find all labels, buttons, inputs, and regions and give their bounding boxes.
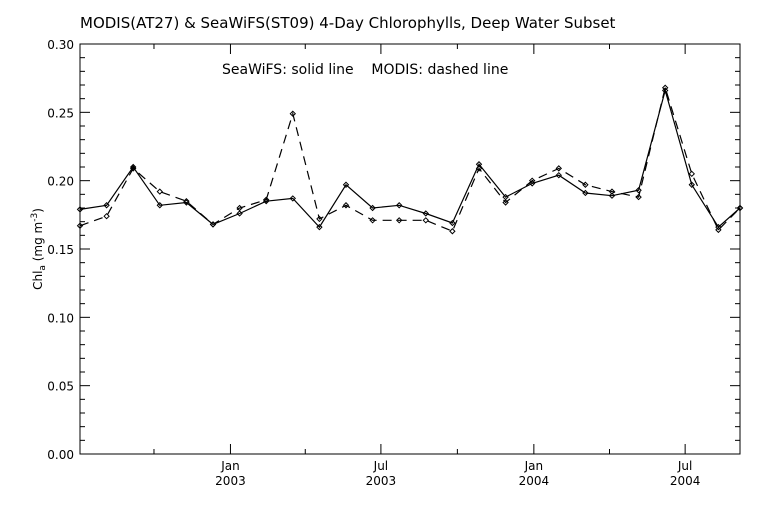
line-style-note: SeaWiFS: solid line MODIS: dashed line xyxy=(222,62,508,78)
data-point-seawifs xyxy=(289,195,297,202)
data-point-modis xyxy=(395,217,403,224)
x-tick-label-year: 2004 xyxy=(519,474,550,488)
data-point-modis xyxy=(262,196,270,204)
y-tick-label: 0.15 xyxy=(47,243,74,257)
data-point-seawifs xyxy=(342,181,350,188)
data-point-modis xyxy=(736,204,744,212)
data-point-seawifs xyxy=(76,206,84,213)
data-point-modis xyxy=(449,228,456,235)
data-point-seawifs xyxy=(395,202,403,209)
data-point-seawifs xyxy=(475,161,483,168)
axes-layer: 0.000.050.100.150.200.250.30Jan2003Jul20… xyxy=(47,38,740,488)
data-point-seawifs xyxy=(369,204,376,212)
y-tick-label: 0.10 xyxy=(47,311,74,325)
x-tick-label-year: 2004 xyxy=(670,474,701,488)
data-point-modis xyxy=(236,204,243,212)
data-point-modis xyxy=(715,226,722,234)
data-point-seawifs xyxy=(316,223,323,231)
data-point-modis xyxy=(342,202,350,209)
x-tick-label-month: Jul xyxy=(373,459,388,473)
data-point-seawifs xyxy=(661,87,669,94)
plot-frame xyxy=(79,43,741,455)
data-point-modis xyxy=(289,110,297,117)
y-axis-label: Chla (mg m-3) xyxy=(30,208,48,290)
x-tick-label-year: 2003 xyxy=(215,474,246,488)
data-point-seawifs xyxy=(422,210,430,217)
data-point-modis xyxy=(156,188,164,195)
series-line-seawifs xyxy=(79,88,741,229)
data-point-seawifs xyxy=(555,171,562,179)
series-layer xyxy=(76,84,744,235)
data-point-modis xyxy=(316,215,323,223)
data-point-modis xyxy=(528,177,536,184)
data-point-modis xyxy=(422,217,430,224)
x-tick-label-year: 2003 xyxy=(366,474,397,488)
data-point-seawifs xyxy=(688,181,695,188)
data-point-seawifs xyxy=(608,192,616,199)
data-point-modis xyxy=(688,170,695,178)
y-tick-label: 0.00 xyxy=(47,448,74,462)
data-point-modis xyxy=(555,165,562,172)
chart-title: MODIS(AT27) & SeaWiFS(ST09) 4-Day Chloro… xyxy=(80,14,616,32)
y-tick-label: 0.20 xyxy=(47,175,74,189)
data-point-seawifs xyxy=(582,189,589,197)
data-point-seawifs xyxy=(103,202,110,209)
x-tick-label-month: Jan xyxy=(220,459,240,473)
data-point-modis xyxy=(502,199,509,206)
data-point-seawifs xyxy=(449,219,456,227)
data-point-modis xyxy=(369,217,376,224)
y-tick-label: 0.05 xyxy=(47,380,74,394)
data-point-seawifs xyxy=(156,202,164,209)
x-tick-label-month: Jul xyxy=(677,459,692,473)
y-tick-label: 0.25 xyxy=(47,106,74,120)
x-tick-label-month: Jan xyxy=(524,459,544,473)
data-point-modis xyxy=(475,165,483,172)
data-point-modis xyxy=(608,188,616,195)
data-point-seawifs xyxy=(236,210,243,217)
data-point-modis xyxy=(582,181,589,188)
data-point-modis xyxy=(209,221,217,228)
data-point-modis xyxy=(103,212,110,220)
data-point-modis xyxy=(183,197,190,205)
series-line-modis xyxy=(79,85,741,232)
data-point-seawifs xyxy=(635,187,642,194)
y-tick-label: 0.30 xyxy=(47,38,74,52)
data-point-modis xyxy=(129,165,137,172)
data-point-modis xyxy=(635,193,642,201)
data-point-modis xyxy=(661,84,669,91)
data-point-modis xyxy=(76,222,84,229)
